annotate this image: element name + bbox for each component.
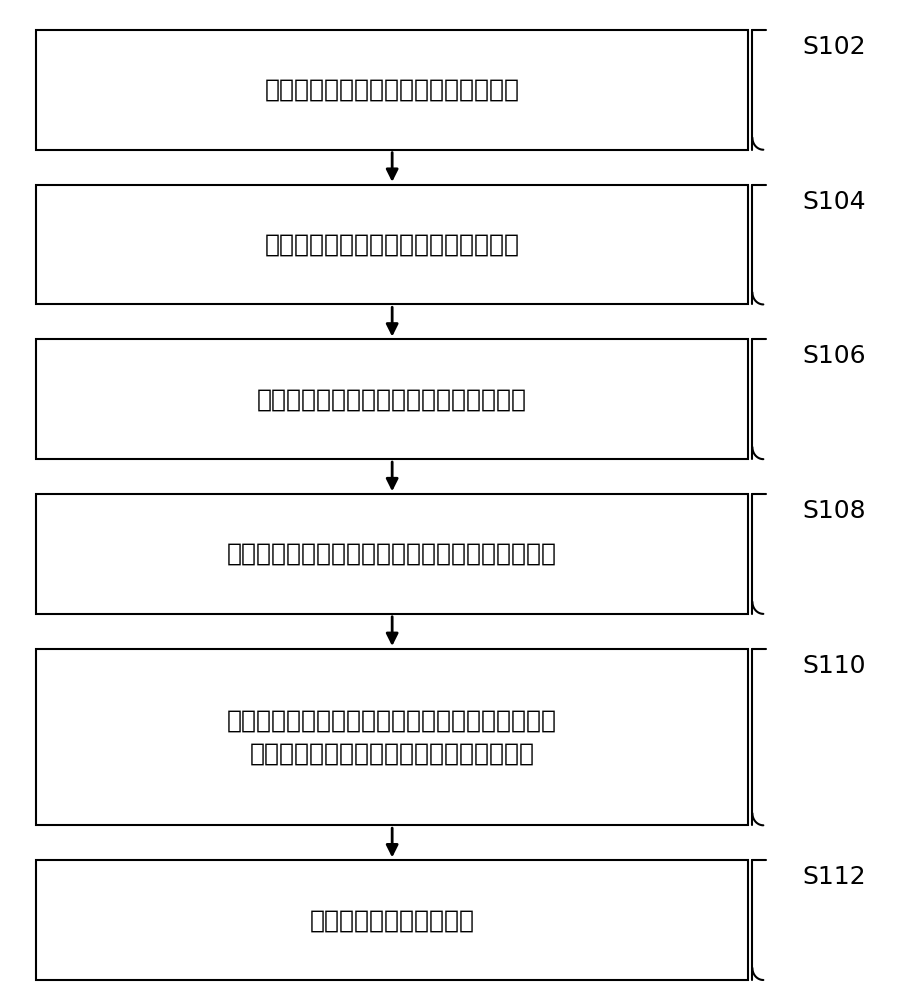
Text: S104: S104	[802, 190, 865, 214]
FancyBboxPatch shape	[36, 339, 747, 459]
Text: S106: S106	[802, 344, 865, 368]
Text: S110: S110	[802, 654, 865, 678]
FancyBboxPatch shape	[36, 30, 747, 150]
Text: S108: S108	[802, 499, 865, 523]
Text: 在驱动组件上安装驱动组件配件，得到半成品整机: 在驱动组件上安装驱动组件配件，得到半成品整机	[227, 542, 557, 566]
Text: 调节半成品整机的摩擦盘和半成品整机的壳体之间
的间隙，以使间隙满足预设的间隙阈值范围: 调节半成品整机的摩擦盘和半成品整机的壳体之间 的间隙，以使间隙满足预设的间隙阈值…	[227, 708, 557, 766]
FancyBboxPatch shape	[36, 185, 747, 304]
Text: S112: S112	[802, 865, 865, 889]
Text: 装配曳引机的定子零件，得到定子组件: 装配曳引机的定子零件，得到定子组件	[264, 78, 519, 102]
Text: 安装制动器，得到曳引机: 安装制动器，得到曳引机	[310, 908, 474, 932]
FancyBboxPatch shape	[36, 494, 747, 614]
Text: 装配曳引机的转子零件，得到转子组件: 装配曳引机的转子零件，得到转子组件	[264, 233, 519, 257]
Text: S102: S102	[802, 35, 865, 59]
FancyBboxPatch shape	[36, 860, 747, 980]
FancyBboxPatch shape	[36, 649, 747, 825]
Text: 整合定子组件与转子组件，得到驱动组件: 整合定子组件与转子组件，得到驱动组件	[257, 387, 527, 411]
